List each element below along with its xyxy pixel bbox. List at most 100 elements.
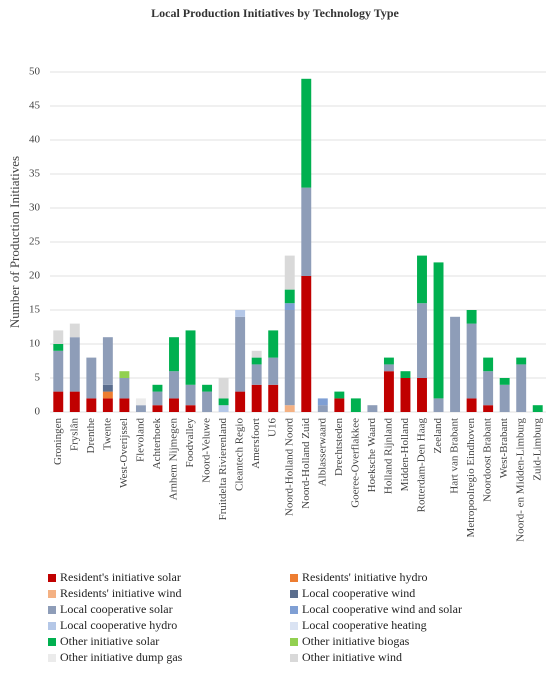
- x-tick-label: Noord-Holland Zuid: [300, 418, 312, 509]
- bar-segment: [350, 398, 361, 412]
- bar-segment: [317, 405, 328, 412]
- legend-label: Local cooperative hydro: [60, 618, 177, 632]
- bar-segment: [202, 391, 213, 412]
- bar-segment: [69, 337, 80, 392]
- x-tick-label: Holland Rijnland: [382, 418, 394, 495]
- bar-segment: [483, 405, 494, 412]
- bar-segment: [466, 323, 477, 399]
- bar-segment: [53, 330, 64, 344]
- y-tick-label: 10: [29, 338, 41, 350]
- y-tick-label: 25: [29, 236, 41, 248]
- bar-segment: [532, 405, 543, 412]
- legend-swatch: [48, 590, 56, 598]
- x-tick-label: Alblasserwaard: [316, 418, 328, 487]
- legend-swatch: [48, 654, 56, 662]
- legend-label: Other initiative biogas: [302, 634, 410, 648]
- bar-segment: [251, 364, 262, 385]
- x-tick-label: Hart van Brabant: [449, 418, 461, 494]
- legend-swatch: [48, 574, 56, 582]
- x-tick-label: Cleantech Regio: [234, 418, 246, 492]
- legend-swatch: [290, 638, 298, 646]
- bar-segment: [268, 330, 279, 358]
- bar-segment: [69, 391, 80, 412]
- bar-segment: [152, 384, 163, 392]
- bar-segment: [466, 398, 477, 412]
- bar-segment: [185, 405, 196, 412]
- legend-label: Local cooperative wind: [302, 586, 415, 600]
- bar-segment: [169, 398, 179, 412]
- bar-segment: [301, 78, 312, 188]
- bar-segment: [284, 255, 295, 290]
- bar-segment: [235, 310, 246, 317]
- x-tick-label: Zeeland: [432, 418, 444, 454]
- legend-swatch: [48, 622, 56, 630]
- bar-segment: [284, 310, 295, 406]
- legend-label: Local cooperative wind and solar: [302, 602, 462, 616]
- x-tick-label: Arnhem Nijmegen: [168, 418, 180, 501]
- bar-segment: [86, 357, 97, 399]
- bar-segment: [433, 262, 444, 399]
- bar-segment: [284, 405, 295, 412]
- bar-segment: [284, 289, 295, 304]
- legend-label: Residents' initiative hydro: [302, 570, 427, 584]
- bar-segment: [499, 378, 510, 385]
- bar-segment: [119, 371, 130, 378]
- bar-segment: [417, 303, 427, 378]
- x-tick-label: Drenthe: [85, 418, 97, 454]
- legend-swatch: [290, 606, 298, 614]
- bar-segment: [450, 316, 461, 412]
- legend-label: Resident's initiative solar: [60, 570, 181, 584]
- y-tick-label: 0: [35, 406, 41, 418]
- legend-label: Local cooperative heating: [302, 618, 427, 632]
- legend-label: Local cooperative solar: [60, 602, 173, 616]
- x-tick-label: West-Brabant: [498, 418, 510, 478]
- bar-segment: [152, 405, 163, 412]
- y-tick-label: 30: [29, 202, 41, 214]
- x-tick-label: Amersfoort: [250, 418, 262, 469]
- bar-segment: [251, 357, 262, 365]
- y-tick-label: 20: [29, 270, 41, 282]
- legend-swatch: [290, 622, 298, 630]
- bar-segment: [53, 391, 64, 412]
- legend-label: Other initiative dump gas: [60, 650, 183, 664]
- bar-segment: [284, 303, 295, 310]
- bar-segment: [235, 316, 246, 392]
- bar-segment: [185, 330, 196, 385]
- bar-segment: [367, 405, 378, 412]
- y-tick-label: 45: [29, 100, 41, 112]
- bar-segment: [301, 276, 312, 412]
- x-tick-label: Fryslân: [68, 418, 80, 452]
- x-tick-label: Foodvalley: [184, 418, 196, 468]
- x-tick-label: Noord-Holland Noord: [283, 418, 295, 517]
- x-tick-label: Twente: [101, 418, 113, 450]
- bar-segment: [102, 337, 113, 385]
- bar-segment: [516, 357, 527, 365]
- bar-segment: [383, 357, 394, 365]
- bar-segment: [218, 405, 229, 412]
- bar-segment: [383, 371, 394, 412]
- x-tick-label: Midden-Holland: [399, 418, 411, 492]
- x-tick-label: Metropoolregio Eindhoven: [465, 418, 477, 538]
- bar-segment: [251, 384, 262, 412]
- bar-segment: [317, 398, 328, 406]
- bar-segment: [169, 337, 179, 372]
- bar-segment: [268, 357, 279, 385]
- x-tick-label: Flevoland: [134, 418, 146, 462]
- x-tick-label: U16: [267, 418, 279, 437]
- legend-swatch: [290, 574, 298, 582]
- y-tick-label: 35: [29, 168, 41, 180]
- legend-swatch: [290, 654, 298, 662]
- bar-segment: [268, 384, 279, 412]
- bar-segment: [383, 364, 394, 372]
- x-tick-label: Groningen: [52, 418, 64, 466]
- legend-swatch: [290, 590, 298, 598]
- bar-segment: [202, 384, 213, 392]
- bar-segment: [334, 398, 345, 412]
- bar-segment: [185, 384, 196, 406]
- y-tick-label: 50: [29, 66, 41, 78]
- bar-segment: [218, 398, 229, 406]
- bar-segment: [53, 350, 64, 392]
- bar-segment: [69, 323, 80, 338]
- bar-segment: [499, 384, 510, 412]
- x-tick-label: Noord- en Midden-Limburg: [515, 418, 527, 542]
